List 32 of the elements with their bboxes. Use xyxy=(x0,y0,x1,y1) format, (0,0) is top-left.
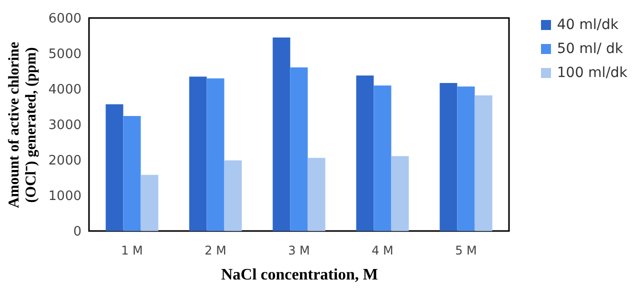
bar xyxy=(189,76,207,231)
bar xyxy=(206,78,224,231)
y-tick-label: 4000 xyxy=(48,82,82,98)
x-tick-label: 5 M xyxy=(455,244,477,258)
bar xyxy=(440,82,458,231)
bar xyxy=(123,116,141,231)
x-axis-title: NaCl concentration, M xyxy=(221,266,378,284)
x-tick-label: 4 M xyxy=(372,244,394,258)
bar xyxy=(356,76,374,231)
y-tick-label: 5000 xyxy=(48,47,82,62)
bar xyxy=(224,160,242,231)
bar xyxy=(106,104,124,231)
bar xyxy=(290,67,308,231)
bar xyxy=(457,86,475,231)
legend-label: 100 ml/dk xyxy=(557,65,628,81)
bar xyxy=(308,158,326,231)
x-tick-label: 2 M xyxy=(204,244,226,258)
y-tick-label: 0 xyxy=(73,224,82,240)
legend-label: 50 ml/ dk xyxy=(557,41,624,57)
x-tick-label: 1 M xyxy=(121,244,143,258)
legend-label: 40 ml/dk xyxy=(557,17,620,33)
y-tick-label: 2000 xyxy=(48,154,82,168)
y-tick-label: 6000 xyxy=(48,12,82,26)
bar xyxy=(140,174,158,231)
y-tick-label: 3000 xyxy=(48,118,82,133)
bar xyxy=(391,156,409,231)
bar xyxy=(272,38,290,231)
y-tick-label: 1000 xyxy=(48,189,82,204)
y-axis-title: Amount of active chlorine (OCl⁻) generated, (ppm) xyxy=(6,42,40,208)
bar xyxy=(374,85,392,231)
x-tick-label: 3 M xyxy=(288,244,310,258)
bar xyxy=(474,95,492,231)
